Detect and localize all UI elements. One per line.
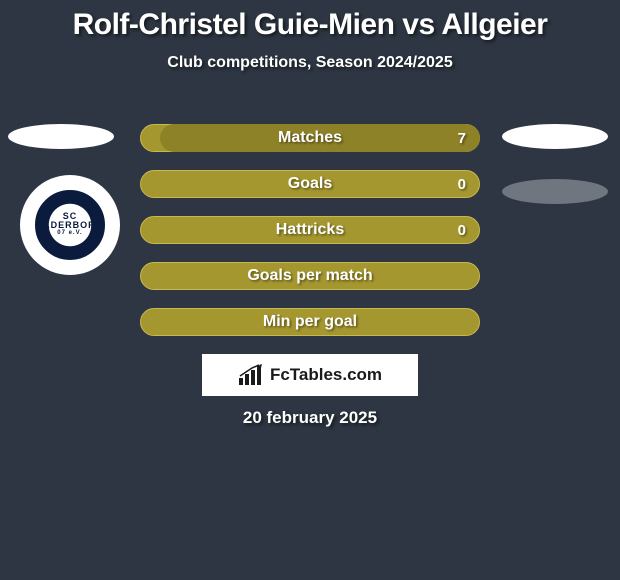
stat-label: Goals per match <box>140 262 480 290</box>
stat-row: Hattricks0 <box>140 216 480 244</box>
stat-value-right: 7 <box>458 124 466 152</box>
stat-value-right: 0 <box>458 216 466 244</box>
page-subtitle: Club competitions, Season 2024/2025 <box>0 54 620 72</box>
player-right-avatar-placeholder <box>502 124 608 149</box>
club-right-badge-placeholder <box>502 179 608 204</box>
club-left-line2: PADERBORN <box>37 221 103 230</box>
right-avatar-column <box>502 124 612 234</box>
stat-row: Goals0 <box>140 170 480 198</box>
stat-label: Matches <box>140 124 480 152</box>
club-left-badge-inner: SC PADERBORN 07 e.V. <box>35 190 105 260</box>
stat-label: Goals <box>140 170 480 198</box>
stat-row: Min per goal <box>140 308 480 336</box>
left-avatar-column <box>8 124 118 179</box>
stat-row: Matches7 <box>140 124 480 152</box>
branding-text: FcTables.com <box>270 365 382 385</box>
stat-label: Hattricks <box>140 216 480 244</box>
club-left-line3: 07 e.V. <box>57 230 82 237</box>
branding-box: FcTables.com <box>202 354 418 396</box>
stat-row: Goals per match <box>140 262 480 290</box>
stats-bars-container: Matches7Goals0Hattricks0Goals per matchM… <box>140 124 480 354</box>
player-left-avatar-placeholder <box>8 124 114 149</box>
club-left-badge: SC PADERBORN 07 e.V. <box>20 175 120 275</box>
stat-label: Min per goal <box>140 308 480 336</box>
branding-logo-icon <box>238 364 264 386</box>
date-line: 20 february 2025 <box>0 408 620 428</box>
page-title: Rolf-Christel Guie-Mien vs Allgeier <box>0 0 620 42</box>
stat-value-right: 0 <box>458 170 466 198</box>
